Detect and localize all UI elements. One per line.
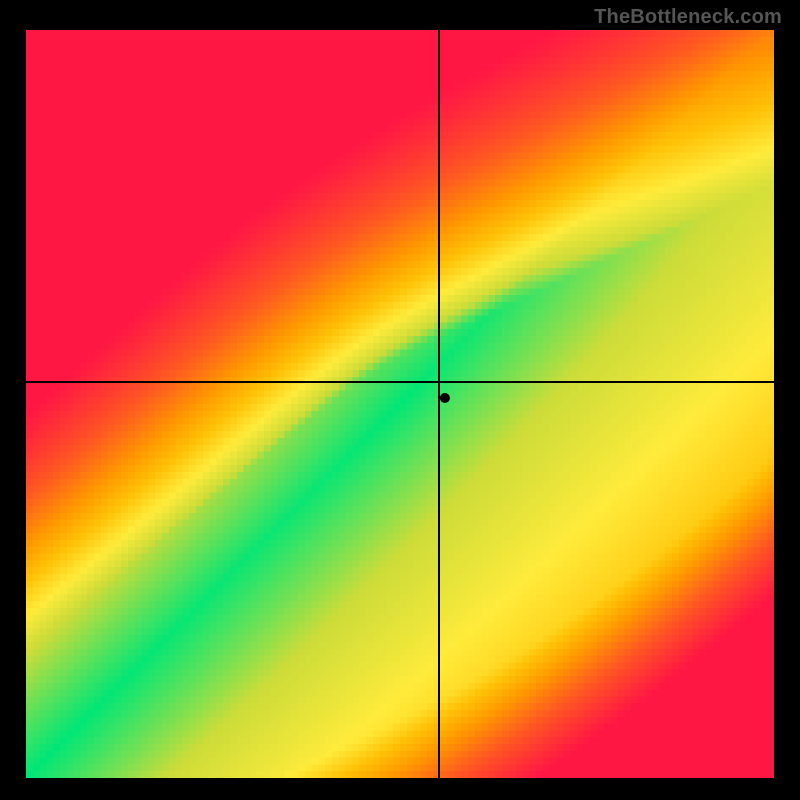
watermark-text: TheBottleneck.com [594,6,782,29]
chart-outer: { "watermark": { "text": "TheBottleneck.… [0,0,800,800]
crosshair-marker [0,0,800,800]
